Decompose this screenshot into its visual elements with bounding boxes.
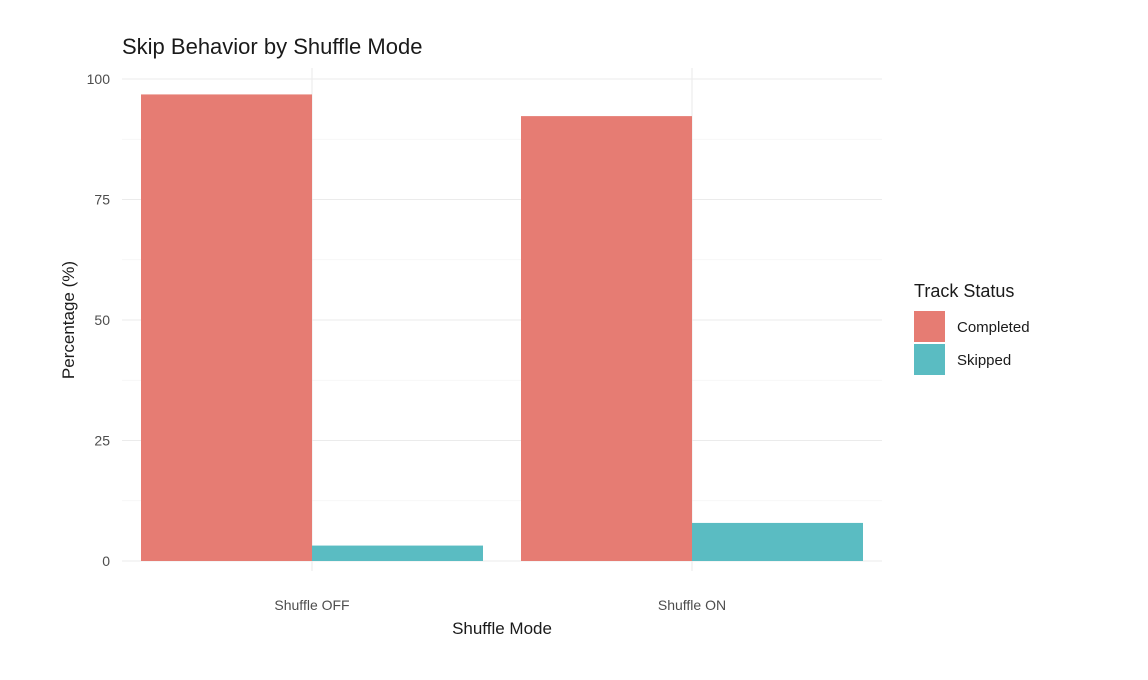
- y-tick-label: 0: [102, 553, 110, 569]
- x-tick-label: Shuffle OFF: [274, 597, 349, 613]
- legend: Track Status Completed Skipped: [914, 281, 1030, 375]
- bar-completed-1: [141, 94, 312, 561]
- legend-title: Track Status: [914, 281, 1014, 301]
- legend-label: Skipped: [957, 352, 1011, 369]
- bars: [141, 94, 863, 561]
- legend-key-completed: [914, 311, 945, 342]
- chart-title: Skip Behavior by Shuffle Mode: [122, 34, 422, 59]
- y-axis-title: Percentage (%): [59, 261, 78, 379]
- bar-skipped-2: [692, 522, 863, 561]
- y-tick-label: 50: [94, 312, 110, 328]
- legend-items: Completed Skipped: [914, 311, 1030, 375]
- legend-label: Completed: [957, 319, 1030, 336]
- x-tick-label: Shuffle ON: [658, 597, 726, 613]
- y-tick-label: 25: [94, 433, 110, 449]
- legend-key-skipped: [914, 344, 945, 375]
- x-axis-ticks: Shuffle OFF Shuffle ON: [274, 597, 726, 613]
- x-axis-title: Shuffle Mode: [452, 619, 552, 638]
- y-tick-label: 75: [94, 192, 110, 208]
- bar-skipped-1: [312, 545, 483, 561]
- bar-completed-2: [521, 116, 692, 561]
- y-axis-ticks: 0 25 50 75 100: [87, 71, 111, 569]
- y-tick-label: 100: [87, 71, 111, 87]
